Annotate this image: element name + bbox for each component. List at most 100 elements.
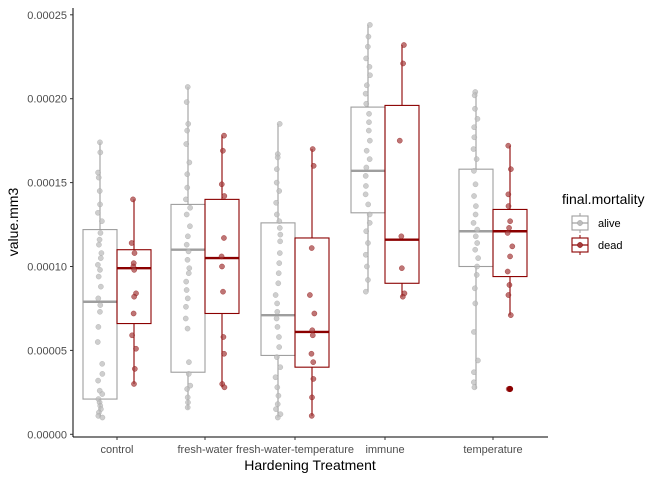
data-point [366,119,372,126]
data-point [367,72,373,79]
data-point [399,293,406,300]
data-point [472,300,479,307]
data-point [272,292,279,298]
data-point [185,371,192,377]
data-point [129,332,135,339]
data-point [471,369,477,376]
data-point [365,127,372,134]
x-tick-label: fresh-water [177,444,232,456]
data-point [363,147,370,154]
outlier-point [506,385,514,393]
data-point [96,241,102,248]
data-point [183,196,189,203]
data-point [367,22,373,28]
data-point [219,263,225,270]
data-point [471,168,477,174]
data-point [184,127,191,134]
data-point [309,146,316,152]
data-point [185,121,192,127]
data-point [366,220,373,226]
data-point [273,354,280,360]
data-point [472,181,479,188]
data-point [187,223,193,230]
data-point [363,228,370,235]
data-point [505,203,512,209]
data-point [183,141,190,147]
data-point [95,261,101,268]
data-point [506,282,513,288]
data-point [220,288,226,295]
data-point [362,191,369,198]
data-point [310,359,317,365]
data-point [184,404,191,411]
data-point [475,255,482,261]
box-alive-control [82,139,118,421]
data-point [366,110,372,117]
data-point [365,277,371,283]
data-point [311,310,318,317]
data-point [131,293,137,300]
data-point [310,376,317,382]
box-dead-immune [384,42,420,300]
data-point [275,270,282,277]
data-point [97,139,103,146]
data-point [507,312,514,319]
data-point [474,263,480,270]
box-alive-fresh-water-temperature [260,121,296,421]
legend-point [577,242,583,248]
data-point [183,287,190,293]
x-tick-label: immune [365,444,404,456]
data-point [218,181,225,188]
legend-label: dead [598,240,622,252]
data-point [97,302,104,308]
data-point [274,300,280,307]
legend-title: final.mortality [562,191,644,207]
data-point [362,251,369,258]
data-point [277,364,284,371]
plot-area [82,22,528,421]
data-point [99,391,106,397]
data-point [471,285,478,292]
data-point [471,92,478,99]
data-point [95,295,102,302]
data-point [363,183,369,189]
data-point [187,204,193,211]
data-point [274,414,281,421]
x-axis-title: Hardening Treatment [244,457,376,473]
data-point [401,42,407,48]
data-point [95,324,102,330]
data-point [130,196,136,203]
data-point [221,235,227,241]
legend-item-dead: dead [571,235,622,255]
data-point [474,115,481,122]
data-point [505,191,512,198]
data-point [183,278,190,285]
data-point [218,253,225,260]
legend: final.mortality alive dead [562,191,644,255]
data-point [274,211,280,218]
data-point [221,193,228,199]
data-point [363,100,370,107]
data-point [400,60,406,67]
data-point [97,149,104,156]
data-point [182,315,189,322]
data-point [365,240,371,246]
data-point [396,137,403,144]
data-point [473,272,480,278]
data-point [99,371,106,377]
data-point [277,231,284,238]
data-point [363,82,370,89]
data-point [99,414,106,421]
data-point [276,218,283,225]
data-point [470,220,477,226]
data-point [473,156,480,162]
data-point [183,99,190,105]
data-point [133,345,139,352]
data-point [472,246,479,253]
data-point [365,201,372,208]
data-point [508,166,514,173]
box-alive-immune [350,22,386,295]
y-axis-title: value.mm3 [5,188,21,257]
data-point [471,329,477,335]
